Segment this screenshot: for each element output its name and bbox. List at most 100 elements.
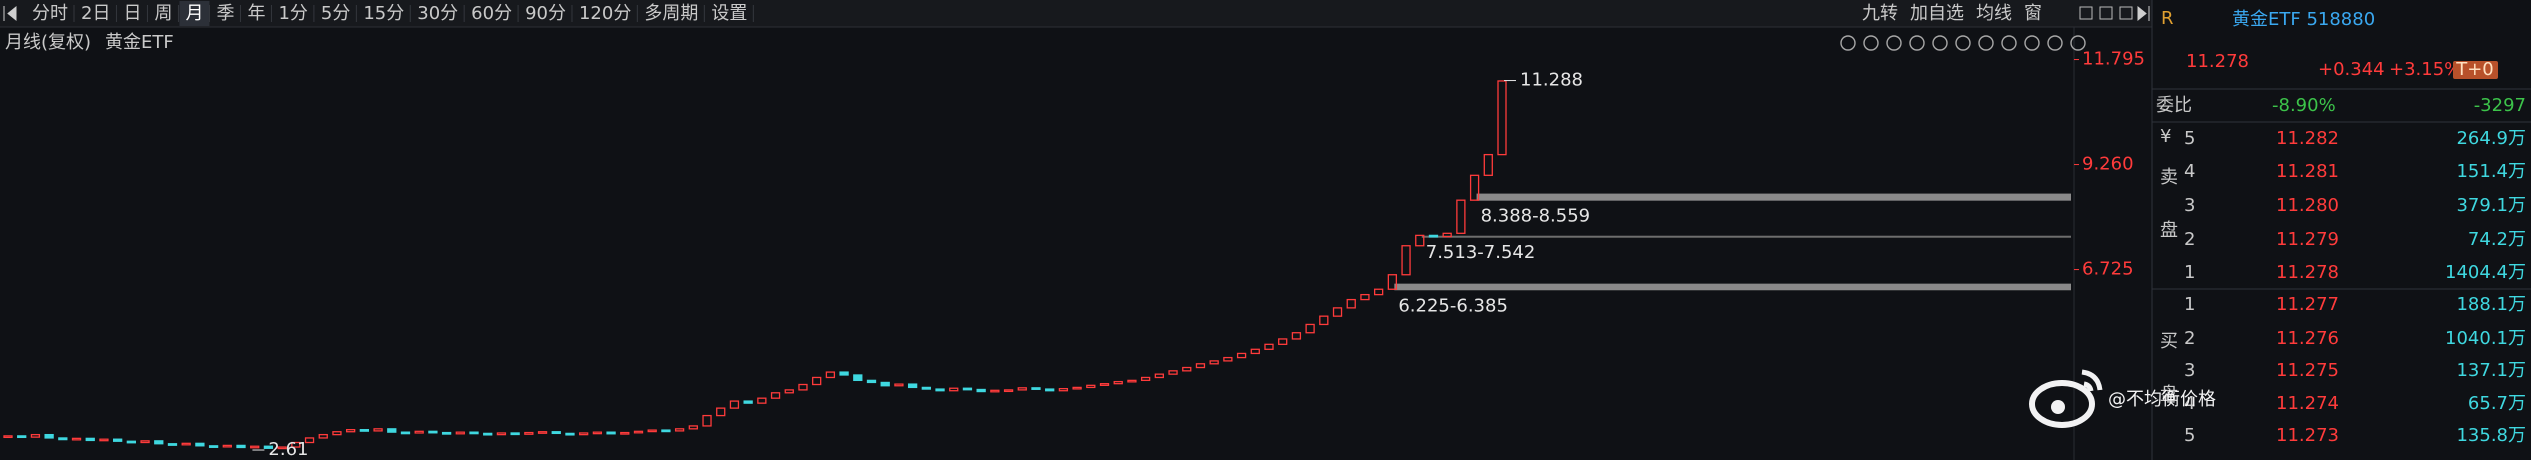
chart-tool-icon[interactable] bbox=[1886, 35, 1902, 51]
candle bbox=[1483, 153, 1493, 176]
candle bbox=[126, 440, 137, 444]
candle bbox=[236, 444, 246, 449]
candle bbox=[949, 387, 959, 392]
candle bbox=[441, 431, 452, 435]
candle bbox=[1291, 332, 1302, 340]
tool-button[interactable]: 九转 bbox=[1862, 3, 1898, 24]
chart-tool-icon[interactable] bbox=[1863, 35, 1879, 51]
chart-tool-icon[interactable] bbox=[1840, 35, 1856, 51]
chart-tool-icon[interactable] bbox=[2001, 35, 2017, 51]
candle bbox=[674, 428, 685, 432]
level: 1 bbox=[2184, 262, 2195, 283]
candle bbox=[208, 445, 219, 448]
candle bbox=[757, 397, 767, 404]
level-volume: 74.2万 bbox=[2468, 229, 2526, 250]
period-tab[interactable]: 90分 bbox=[525, 3, 566, 24]
candle bbox=[113, 438, 123, 442]
high-label: 11.288 bbox=[1520, 70, 1583, 91]
period-tab[interactable]: 周 bbox=[154, 3, 172, 24]
level-volume: 65.7万 bbox=[2468, 393, 2526, 414]
chart-tool-icon[interactable] bbox=[2070, 35, 2086, 51]
candle bbox=[1099, 383, 1110, 386]
price-change: +0.344 bbox=[2318, 59, 2385, 80]
quote-panel: R 黄金ETF 518880 11.278 +0.344 +3.15% T+0 … bbox=[2156, 8, 2526, 446]
period-tab[interactable]: 多周期 bbox=[644, 3, 698, 24]
candle bbox=[565, 432, 575, 436]
period-tab[interactable]: 设置 bbox=[711, 3, 747, 24]
level-price: 11.279 bbox=[2276, 229, 2339, 250]
low-label: 2.61 bbox=[268, 439, 308, 460]
candle bbox=[510, 432, 520, 436]
chart-tool-icon[interactable] bbox=[2047, 35, 2063, 51]
candle bbox=[291, 441, 301, 448]
candle bbox=[30, 433, 41, 438]
candle bbox=[1127, 379, 1137, 383]
candle bbox=[935, 388, 945, 392]
candle bbox=[400, 431, 411, 435]
zone-label: 6.225-6.385 bbox=[1398, 295, 1508, 316]
candle bbox=[1305, 323, 1315, 334]
chart-tool-icon[interactable] bbox=[1955, 35, 1971, 51]
period-tab[interactable]: 120分 bbox=[579, 3, 631, 24]
support-zone bbox=[1394, 283, 2071, 291]
period-tab[interactable]: 分时 bbox=[32, 3, 68, 24]
period-tab[interactable]: 15分 bbox=[363, 3, 404, 24]
period-tab[interactable]: 季 bbox=[216, 3, 234, 24]
nav-last-icon[interactable] bbox=[2137, 5, 2150, 22]
level: 2 bbox=[2184, 328, 2195, 349]
period-tab[interactable]: 1分 bbox=[278, 3, 307, 24]
level-price: 11.273 bbox=[2276, 425, 2339, 446]
candle bbox=[140, 440, 150, 444]
chart-tool-icon[interactable] bbox=[1932, 35, 1948, 51]
level-price: 11.281 bbox=[2276, 161, 2339, 182]
chart-security-name: 黄金ETF bbox=[105, 32, 174, 53]
y-tick-label: 6.725 bbox=[2082, 259, 2134, 280]
period-tab[interactable]: 60分 bbox=[471, 3, 512, 24]
chart-tool-icon[interactable] bbox=[2024, 35, 2040, 51]
chart-tool-icon[interactable] bbox=[1978, 35, 1994, 51]
chart-tool-icon[interactable] bbox=[1909, 35, 1925, 51]
candle bbox=[633, 430, 644, 434]
candle bbox=[428, 430, 438, 434]
candle bbox=[1209, 360, 1219, 365]
badge: R bbox=[2161, 8, 2174, 29]
candle bbox=[346, 429, 356, 433]
period-tab[interactable]: 日 bbox=[123, 3, 141, 24]
chart-tool-icons bbox=[1840, 35, 2086, 51]
level: 5 bbox=[2184, 425, 2195, 446]
candle bbox=[825, 371, 836, 379]
period-tab[interactable]: 年 bbox=[247, 3, 265, 24]
tool-button[interactable]: 窗 bbox=[2024, 3, 2042, 24]
level-volume: 188.1万 bbox=[2456, 294, 2526, 315]
candle bbox=[1415, 234, 1425, 247]
tool-button[interactable]: 均线 bbox=[1976, 3, 2012, 24]
window-icon[interactable] bbox=[2099, 6, 2113, 20]
period-tab[interactable]: 2日 bbox=[81, 3, 110, 24]
y-tick-label: 11.795 bbox=[2082, 49, 2145, 70]
candle bbox=[702, 414, 712, 427]
candle bbox=[537, 431, 548, 434]
candle bbox=[1223, 356, 1233, 362]
candle bbox=[812, 376, 822, 386]
level: 3 bbox=[2184, 360, 2195, 381]
candle bbox=[359, 429, 370, 432]
support-zone bbox=[1476, 193, 2071, 201]
candle bbox=[99, 438, 109, 442]
level: 5 bbox=[2184, 128, 2195, 149]
window-icon[interactable] bbox=[2079, 6, 2093, 20]
candle bbox=[318, 433, 328, 439]
toolbar bbox=[0, 0, 2152, 27]
candle bbox=[3, 435, 13, 439]
period-tab[interactable]: 月 bbox=[185, 3, 203, 24]
level-price: 11.274 bbox=[2276, 393, 2339, 414]
nav-first-icon[interactable] bbox=[3, 5, 17, 22]
tool-button[interactable]: 加自选 bbox=[1910, 3, 1964, 24]
level-price: 11.275 bbox=[2276, 360, 2339, 381]
window-icon[interactable] bbox=[2119, 6, 2133, 20]
period-tab[interactable]: 30分 bbox=[417, 3, 458, 24]
period-tab[interactable]: 5分 bbox=[321, 3, 350, 24]
candle bbox=[1113, 380, 1123, 385]
candle bbox=[976, 388, 986, 393]
candle bbox=[798, 383, 808, 391]
